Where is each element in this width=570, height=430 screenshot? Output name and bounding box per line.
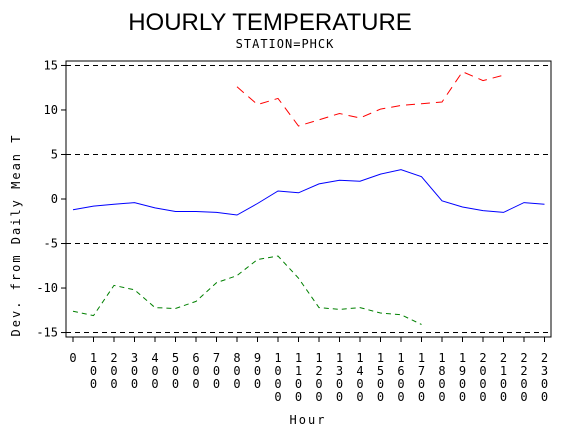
chart-title: HOURLY TEMPERATURE bbox=[128, 9, 412, 36]
plot-frame bbox=[65, 60, 552, 338]
y-tick-label: -15 bbox=[36, 326, 58, 340]
series-line-1 bbox=[236, 71, 504, 127]
y-tick-label: 5 bbox=[51, 147, 58, 161]
chart-subtitle: STATION=PHCK bbox=[236, 37, 335, 51]
y-tick-label: -5 bbox=[44, 237, 58, 251]
y-tick-label: 10 bbox=[44, 103, 58, 117]
x-axis: 0 1 0 0 2 0 0 3 0 0 4 0 0 5 0 0 6 0 0 7 0 0 8 0 0 9 0 0 1 0 0 0 1 1 0 0 1 2 0 0… bbox=[69, 337, 548, 404]
x-tick-label: 0 bbox=[69, 351, 76, 365]
series-line-3 bbox=[72, 255, 422, 325]
y-axis-label: Dev. from Daily Mean T bbox=[9, 134, 23, 337]
y-tick-label: -10 bbox=[36, 281, 58, 295]
y-axis: -15 -10 -5 0 5 10 15 bbox=[36, 58, 66, 340]
y-tick-label: 0 bbox=[51, 192, 58, 206]
series-line-2 bbox=[72, 169, 545, 216]
x-axis-label: Hour bbox=[290, 413, 327, 427]
series-layer bbox=[72, 71, 545, 325]
y-tick-label: 15 bbox=[44, 58, 58, 72]
